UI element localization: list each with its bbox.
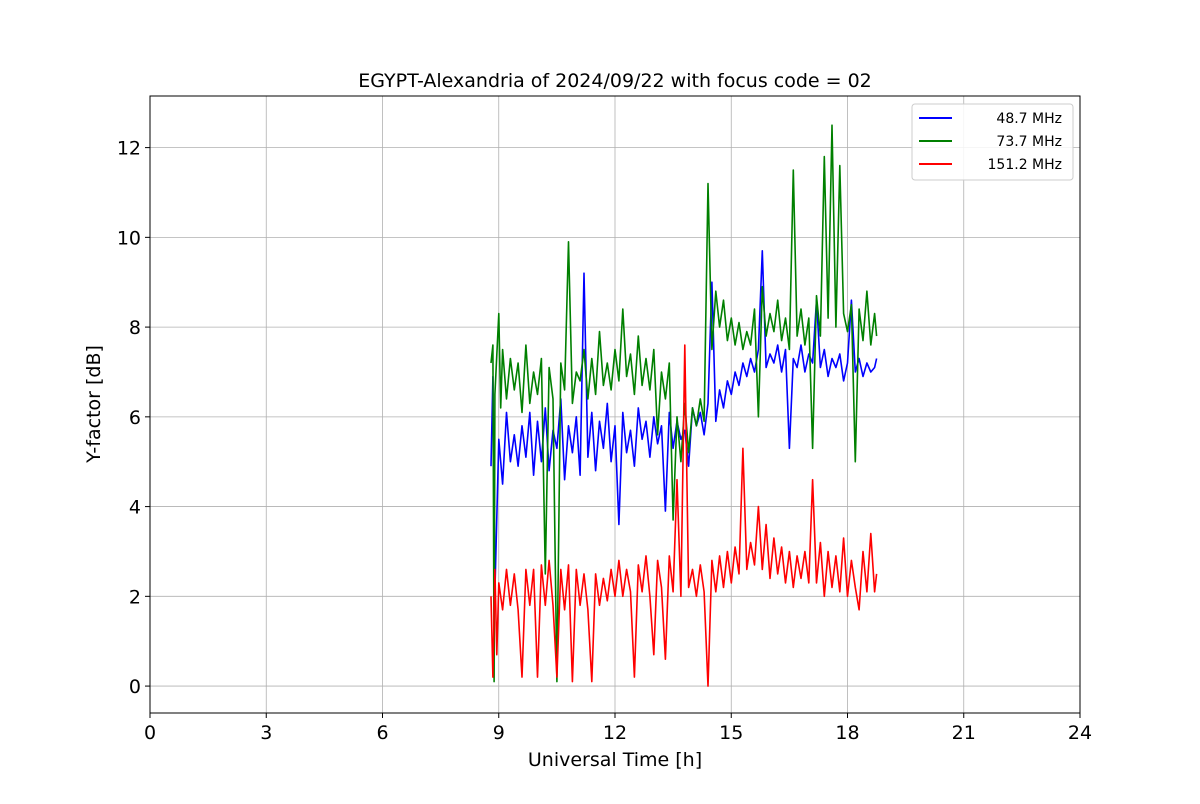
legend-entry-label: 73.7 MHz <box>996 134 1062 150</box>
x-tick-label: 0 <box>144 722 156 744</box>
y-axis-label: Y-factor [dB] <box>83 345 105 464</box>
y-tick-label: 8 <box>129 317 141 339</box>
plot-series <box>490 124 878 687</box>
chart-title: EGYPT-Alexandria of 2024/09/22 with focu… <box>358 70 872 92</box>
x-tick-label: 15 <box>719 722 743 744</box>
legend: 48.7 MHz 73.7 MHz 151.2 MHz <box>911 103 1074 181</box>
y-tick-label: 12 <box>117 138 141 160</box>
legend-box <box>911 103 1074 181</box>
x-tick-label: 9 <box>493 722 505 744</box>
x-tick-label: 18 <box>835 722 859 744</box>
legend-entry-label: 151.2 MHz <box>988 157 1062 173</box>
series-line-73-7-mhz <box>490 124 878 683</box>
series-line-151-2-mhz <box>490 344 878 687</box>
y-tick-label: 4 <box>129 497 141 519</box>
x-tick-label: 24 <box>1068 722 1092 744</box>
y-tick-label: 10 <box>117 227 141 249</box>
x-tick-label: 6 <box>376 722 388 744</box>
y-tick-label: 2 <box>129 586 141 608</box>
y-tick-label: 6 <box>129 407 141 429</box>
x-axis-label: Universal Time [h] <box>528 749 702 771</box>
legend-entry-label: 48.7 MHz <box>996 111 1062 127</box>
y-tick-label: 0 <box>129 676 141 698</box>
x-tick-label: 3 <box>260 722 272 744</box>
x-tick-label: 12 <box>603 722 627 744</box>
x-tick-label: 21 <box>952 722 976 744</box>
